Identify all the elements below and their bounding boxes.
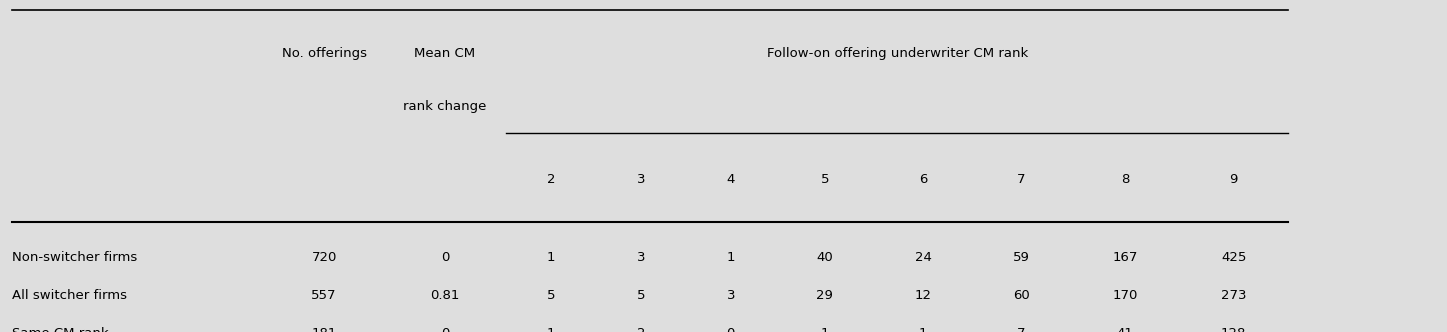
Text: 2: 2 — [637, 327, 645, 332]
Text: 12: 12 — [915, 289, 932, 302]
Text: 167: 167 — [1113, 251, 1137, 264]
Text: 0: 0 — [441, 251, 449, 264]
Text: No. offerings: No. offerings — [282, 46, 366, 60]
Text: 3: 3 — [637, 173, 645, 186]
Text: 40: 40 — [816, 251, 833, 264]
Text: 0: 0 — [441, 327, 449, 332]
Text: 24: 24 — [915, 251, 932, 264]
Text: 9: 9 — [1230, 173, 1237, 186]
Text: 425: 425 — [1221, 251, 1246, 264]
Text: 5: 5 — [820, 173, 829, 186]
Text: 1: 1 — [919, 327, 928, 332]
Text: 1: 1 — [547, 251, 556, 264]
Text: 3: 3 — [726, 289, 735, 302]
Text: Same CM rank: Same CM rank — [12, 327, 109, 332]
Text: Non-switcher firms: Non-switcher firms — [12, 251, 137, 264]
Text: 720: 720 — [311, 251, 337, 264]
Text: 3: 3 — [637, 251, 645, 264]
Text: rank change: rank change — [404, 100, 486, 113]
Text: 8: 8 — [1121, 173, 1129, 186]
Text: 0: 0 — [726, 327, 735, 332]
Text: 6: 6 — [919, 173, 928, 186]
Text: 170: 170 — [1113, 289, 1137, 302]
Text: 60: 60 — [1013, 289, 1030, 302]
Text: 1: 1 — [547, 327, 556, 332]
Text: 41: 41 — [1117, 327, 1133, 332]
Text: 128: 128 — [1221, 327, 1246, 332]
Text: 0.81: 0.81 — [430, 289, 460, 302]
Text: 273: 273 — [1221, 289, 1246, 302]
Text: 7: 7 — [1017, 173, 1026, 186]
Text: 29: 29 — [816, 289, 833, 302]
Text: Mean CM: Mean CM — [414, 46, 476, 60]
Text: 5: 5 — [547, 289, 556, 302]
Text: 557: 557 — [311, 289, 337, 302]
Text: 4: 4 — [726, 173, 735, 186]
Text: 2: 2 — [547, 173, 556, 186]
Text: 181: 181 — [311, 327, 337, 332]
Text: 1: 1 — [820, 327, 829, 332]
Text: 7: 7 — [1017, 327, 1026, 332]
Text: 59: 59 — [1013, 251, 1030, 264]
Text: 5: 5 — [637, 289, 645, 302]
Text: 1: 1 — [726, 251, 735, 264]
Text: All switcher firms: All switcher firms — [12, 289, 126, 302]
Text: Follow-on offering underwriter CM rank: Follow-on offering underwriter CM rank — [767, 46, 1027, 60]
